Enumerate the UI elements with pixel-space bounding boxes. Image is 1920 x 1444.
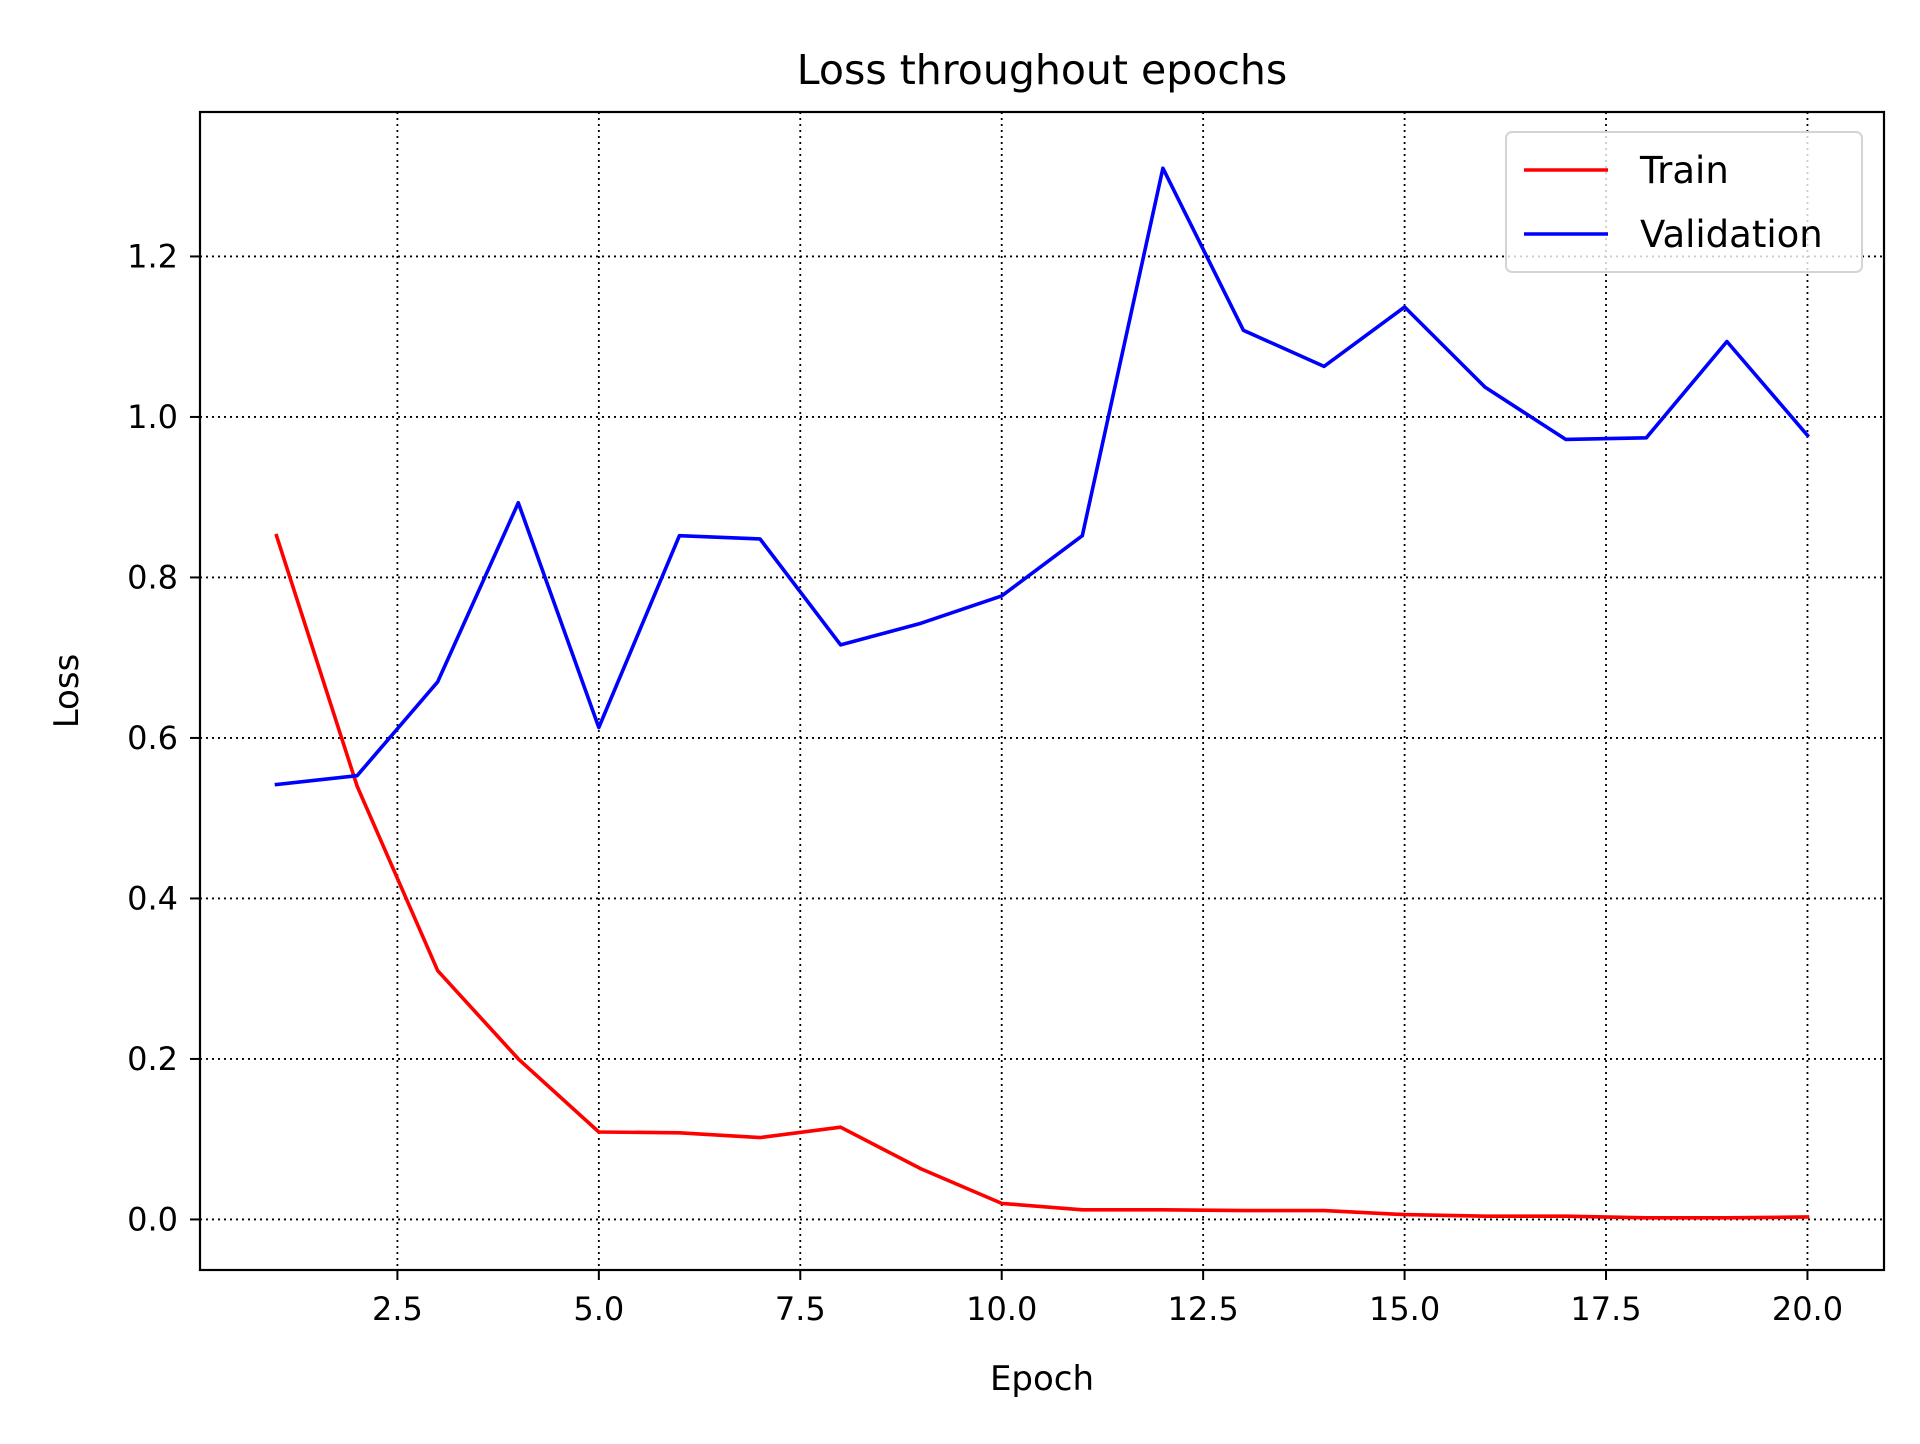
grid xyxy=(200,112,1884,1270)
y-tick-label: 0.2 xyxy=(127,1040,178,1078)
y-axis-label: Loss xyxy=(47,654,87,729)
axis-ticks: 2.5 5.0 7.5 10.0 12.5 15.0 17.5 20.0 0.0 0.2 0.4 0.… xyxy=(127,237,1843,1328)
chart-title: Loss throughout epochs xyxy=(797,46,1287,94)
x-tick-label: 7.5 xyxy=(775,1290,826,1328)
x-tick-label: 15.0 xyxy=(1369,1290,1440,1328)
y-tick-label: 0.4 xyxy=(127,879,178,917)
series-line-train xyxy=(274,533,1810,1220)
series-line-validation xyxy=(274,166,1811,787)
x-axis-label: Epoch xyxy=(990,1359,1094,1399)
x-tick-label: 2.5 xyxy=(372,1290,423,1328)
legend-box xyxy=(1505,131,1863,273)
y-tick-label: 0.0 xyxy=(127,1200,178,1238)
legend-label-train: Train xyxy=(1639,149,1729,192)
y-tick-label: 1.0 xyxy=(127,398,178,436)
x-tick-label: 12.5 xyxy=(1168,1290,1239,1328)
x-tick-label: 17.5 xyxy=(1570,1290,1641,1328)
y-tick-label: 1.2 xyxy=(127,237,178,275)
axes-frame xyxy=(198,110,1886,1272)
y-tick-label: 0.8 xyxy=(127,558,178,596)
x-tick-label: 10.0 xyxy=(966,1290,1037,1328)
y-tick-label: 0.6 xyxy=(127,719,178,757)
legend: Train Validation xyxy=(1505,131,1863,273)
series-lines xyxy=(274,166,1811,1220)
x-tick-label: 20.0 xyxy=(1772,1290,1843,1328)
legend-label-validation: Validation xyxy=(1640,213,1823,256)
x-tick-label: 5.0 xyxy=(573,1290,624,1328)
